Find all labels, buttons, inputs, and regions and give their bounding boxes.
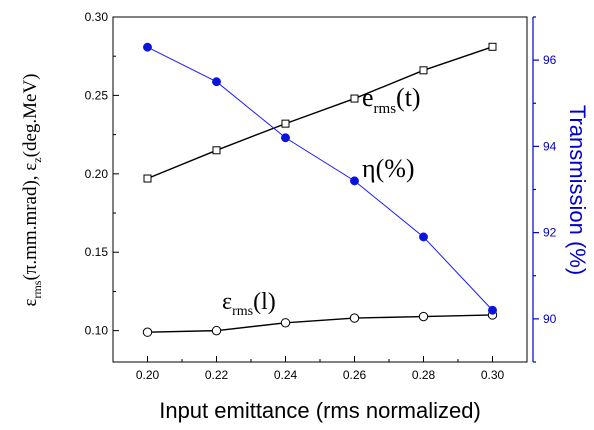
- y-left-tick-label: 0.25: [85, 88, 109, 102]
- y-axis-right-title: Transmission (%): [565, 105, 590, 275]
- data-point-square: [488, 42, 497, 51]
- series-label-eta: η(%): [362, 154, 415, 183]
- data-point-filled: [419, 232, 428, 242]
- data-point-circle: [211, 325, 222, 336]
- y-axis-left: 0.10 0.15 0.20 0.25 0.30: [85, 10, 119, 338]
- y-left-tick-label: 0.15: [85, 245, 109, 259]
- y-left-tick-label: 0.30: [85, 10, 109, 24]
- plot-frame: [112, 16, 528, 363]
- data-point-square: [143, 174, 152, 183]
- series-label-etrans: erms(t): [362, 83, 421, 117]
- series-line-2: [147, 46, 493, 311]
- x-tick-label: 0.20: [136, 368, 160, 382]
- data-point-filled: [350, 176, 359, 186]
- x-tick-label: 0.30: [481, 368, 505, 382]
- series-layer: [142, 42, 498, 337]
- y-axis-left-title-eps: ε: [20, 299, 41, 307]
- data-point-square: [281, 119, 290, 128]
- data-point-filled: [212, 77, 221, 87]
- data-point-filled: [143, 42, 152, 52]
- data-point-square: [419, 66, 428, 75]
- x-tick-label: 0.26: [343, 368, 367, 382]
- x-tick-label: 0.28: [412, 368, 436, 382]
- data-point-circle: [280, 318, 291, 328]
- x-tick-label: 0.22: [205, 368, 229, 382]
- y-axis-right: 90 92 94 96: [532, 16, 557, 363]
- x-axis: 0.20 0.22 0.24 0.26 0.28 0.30: [136, 356, 505, 382]
- series-line-0: [147, 46, 493, 180]
- y-right-tick-label: 90: [543, 312, 557, 326]
- series-label-elong-sub: rms: [232, 304, 253, 319]
- series-label-etrans-sub: rms: [374, 101, 397, 117]
- y-axis-left-title-sub-z: z: [30, 157, 44, 162]
- y-left-tick-label: 0.10: [85, 324, 109, 338]
- data-point-filled: [488, 305, 497, 315]
- y-axis-left-title: εrms(π.mm.mrad), εz(deg.MeV): [20, 73, 44, 306]
- series-label-etrans-tail: (t): [396, 83, 421, 112]
- series-label-elong: εrms(l): [222, 289, 276, 319]
- series-line-1: [147, 314, 493, 333]
- data-point-filled: [281, 133, 290, 143]
- data-point-square: [350, 94, 359, 103]
- data-point-square: [212, 146, 221, 155]
- x-axis-title: Input emittance (rms normalized): [159, 398, 481, 423]
- y-left-tick-label: 0.20: [85, 167, 109, 181]
- series-label-elong-main: ε: [222, 289, 232, 315]
- y-axis-left-title-end: (deg.MeV): [20, 73, 41, 157]
- data-point-circle: [142, 327, 153, 337]
- y-right-tick-label: 94: [543, 139, 557, 153]
- data-point-circle: [349, 313, 360, 323]
- y-right-tick-label: 96: [543, 53, 557, 67]
- series-label-elong-tail: (l): [253, 289, 276, 315]
- series-label-etrans-main: e: [362, 83, 374, 112]
- x-tick-label: 0.24: [274, 368, 298, 382]
- y-axis-left-title-sub-rms: rms: [30, 280, 44, 298]
- data-point-circle: [418, 311, 429, 322]
- y-right-tick-label: 92: [543, 226, 557, 240]
- y-axis-left-title-mid: (π.mm.mrad), ε: [20, 163, 41, 281]
